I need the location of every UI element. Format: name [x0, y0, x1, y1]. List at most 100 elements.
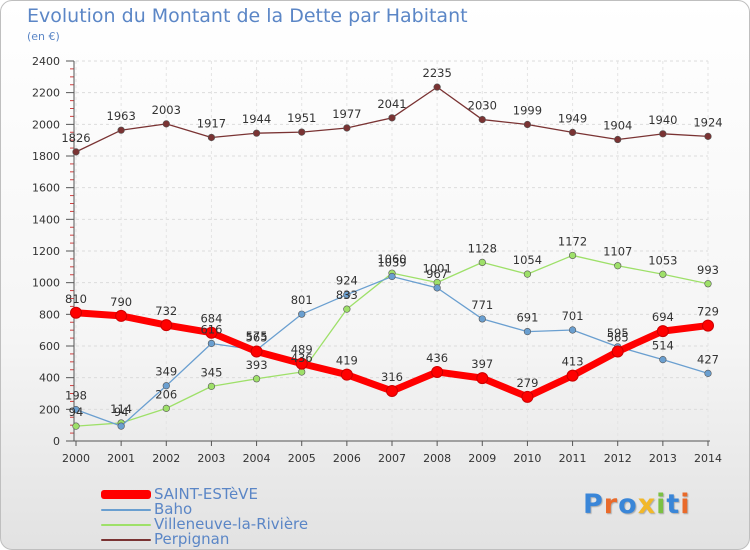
data-label: 1001: [423, 262, 452, 276]
data-label: 514: [652, 339, 674, 353]
data-label: 801: [291, 293, 313, 307]
x-tick-label: 2009: [468, 452, 496, 465]
data-label: 427: [697, 352, 719, 366]
legend-swatch: [101, 509, 151, 511]
data-point: [207, 339, 216, 348]
legend-swatch: [101, 524, 151, 526]
data-point: [295, 357, 308, 370]
data-label: 114: [110, 402, 132, 416]
data-label: 397: [471, 357, 493, 371]
x-tick-label: 2000: [62, 452, 90, 465]
chart-unit-label: (en €): [27, 30, 60, 43]
data-label: 732: [155, 304, 177, 318]
data-point: [478, 115, 486, 124]
data-point: [431, 365, 444, 378]
data-label: 1944: [242, 112, 271, 126]
data-point: [117, 422, 125, 430]
data-point: [614, 262, 622, 270]
x-tick-label: 2005: [288, 452, 316, 465]
legend-swatch: [101, 490, 151, 499]
x-tick-label: 2014: [694, 452, 722, 465]
data-point: [523, 327, 532, 336]
data-point: [162, 120, 170, 128]
data-label: 279: [516, 376, 538, 390]
legend-label: Baho: [154, 500, 193, 518]
y-tick-label: 2400: [32, 55, 60, 68]
data-label: 1949: [558, 111, 587, 125]
data-label: 413: [562, 355, 584, 369]
logo-letter: P: [583, 489, 604, 520]
data-label: 1053: [648, 253, 677, 267]
proxiti-logo: Proxiti: [583, 489, 691, 520]
data-point: [298, 368, 306, 376]
x-tick-label: 2007: [378, 452, 406, 465]
data-point: [568, 326, 577, 334]
data-point: [433, 83, 441, 91]
data-label: 684: [200, 312, 222, 326]
data-point: [521, 390, 534, 403]
y-tick-label: 800: [39, 308, 60, 321]
data-label: 419: [336, 354, 358, 368]
data-point: [659, 130, 667, 138]
data-label: 94: [69, 405, 84, 419]
y-tick-label: 1000: [32, 277, 60, 290]
data-point: [252, 375, 261, 383]
data-label: 967: [426, 267, 448, 281]
data-label: 1917: [197, 116, 226, 130]
x-tick-label: 2003: [197, 452, 225, 465]
data-point: [115, 309, 128, 322]
data-label: 595: [607, 326, 629, 340]
data-point: [343, 305, 351, 313]
data-point: [72, 406, 80, 414]
data-point: [298, 310, 306, 318]
data-label: 316: [381, 370, 403, 384]
legend-label: Perpignan: [154, 530, 230, 548]
data-label: 2003: [152, 103, 181, 117]
x-tick-label: 2004: [243, 452, 271, 465]
legend-label: Villeneuve-la-Rivière: [154, 515, 309, 533]
data-point: [568, 128, 577, 137]
y-tick-label: 1200: [32, 245, 60, 258]
data-point: [343, 291, 351, 299]
data-label: 993: [697, 263, 719, 277]
data-point: [205, 326, 218, 339]
data-point: [70, 306, 82, 319]
series-lines: [70, 83, 714, 430]
data-label: 1951: [287, 111, 316, 125]
data-label: 1826: [61, 131, 90, 145]
data-point: [72, 148, 80, 156]
data-point: [250, 345, 263, 358]
data-point: [656, 325, 669, 338]
data-label: 1924: [693, 115, 722, 129]
data-label: 489: [291, 343, 313, 357]
y-tick-label: 2200: [32, 87, 60, 100]
logo-letter: o: [618, 489, 638, 520]
data-label: 1107: [603, 245, 632, 259]
data-label: 1039: [377, 255, 406, 269]
logo-letter: i: [656, 489, 667, 520]
data-label: 1054: [513, 253, 542, 267]
data-label: 349: [155, 365, 177, 379]
data-label: 1904: [603, 119, 632, 133]
data-point: [702, 319, 714, 332]
data-point: [523, 120, 532, 129]
x-tick-label: 2002: [152, 452, 180, 465]
legend-swatch: [101, 539, 151, 541]
data-point: [160, 319, 173, 332]
data-label: 1977: [332, 107, 361, 121]
logo-letter: i: [680, 489, 691, 520]
y-tick-label: 200: [39, 403, 60, 416]
data-point: [162, 404, 170, 412]
data-label: 833: [336, 288, 358, 302]
chart-title: Evolution du Montant de la Dette par Hab…: [27, 5, 468, 27]
data-label: 1963: [107, 109, 136, 123]
x-tick-label: 2011: [559, 452, 587, 465]
data-labels: 1826 1963 2003 1917 1944 1951 1977 2041 2235 2030…: [61, 66, 722, 419]
y-tick-label: 1400: [32, 213, 60, 226]
data-label: 393: [246, 358, 268, 372]
data-label: 924: [336, 274, 358, 288]
x-tick-label: 2006: [333, 452, 361, 465]
data-label: 771: [471, 298, 493, 312]
data-label: 1128: [468, 241, 497, 255]
